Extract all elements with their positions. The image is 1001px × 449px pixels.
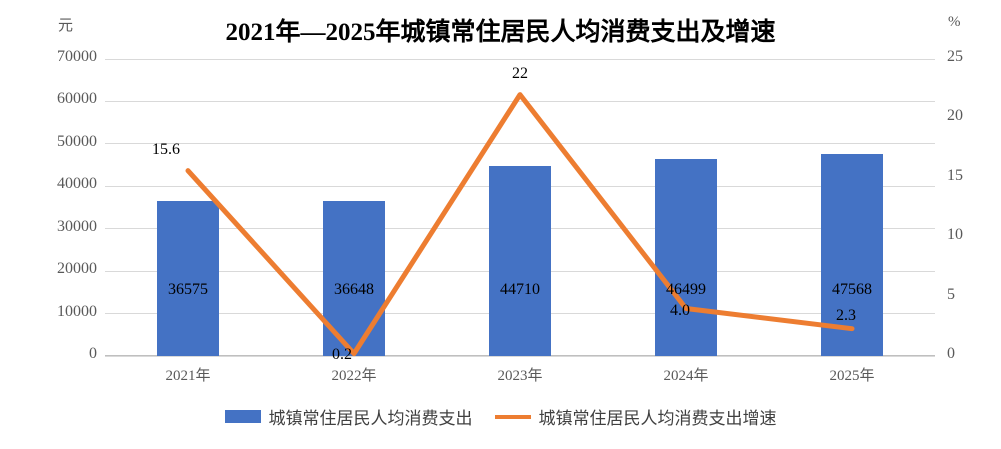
secondary-y-axis-tick-label: 5 [947,285,955,303]
bar[interactable] [655,158,717,356]
x-axis-tick-label: 2024年 [663,368,709,384]
secondary-y-axis-tick-label: 0 [947,345,955,362]
line-data-label: 22 [512,64,528,82]
y-axis-tick-label: 10000 [57,302,97,320]
y-axis-tick-label: 60000 [57,90,97,108]
chart-title: 2021年—2025年城镇常住居民人均消费支出及增速 [225,19,776,46]
bar[interactable] [489,166,551,356]
secondary-y-axis-tick-label: 25 [947,48,963,65]
y-axis-tick-label: 40000 [57,175,97,193]
bar-data-label: 47568 [832,281,872,298]
gridline [105,100,935,102]
line-data-label: 4.0 [670,302,690,320]
y-axis-unit-label: 元 [58,18,74,34]
bar[interactable] [157,200,219,356]
x-axis-tick-label: 2023年 [497,368,543,384]
y-axis-tick-label: 0 [89,345,97,362]
line-series [185,92,855,357]
secondary-y-axis-tick-label: 15 [947,166,963,184]
legend-label-growth-rate: 城镇常住居民人均消费支出增速 [538,409,777,428]
legend-item-expenditure[interactable]: 城镇常住居民人均消费支出 [224,404,473,429]
gridline [105,143,935,145]
bar-data-label: 46499 [666,281,706,298]
y-axis-tick-label: 30000 [57,217,97,235]
bar-data-label: 44710 [500,281,540,298]
legend-label-expenditure: 城镇常住居民人均消费支出 [268,409,473,428]
plot-area: 36575 36648 44710 46499 47568 15.6 0.2 22 4.0 2.… [105,58,935,363]
y-axis-tick-label: 20000 [57,260,97,278]
secondary-y-axis-tick-label: 10 [947,226,963,244]
bar-data-label: 36575 [168,281,208,298]
chart-legend: 城镇常住居民人均消费支出 城镇常住居民人均消费支出增速 [0,404,1001,429]
y-axis-tick-label: 50000 [57,132,97,150]
x-axis-tick-label: 2025年 [829,368,875,384]
secondary-y-axis-tick-label: 20 [947,107,963,125]
gridline [105,355,935,357]
bar[interactable] [821,154,883,356]
legend-item-growth-rate[interactable]: 城镇常住居民人均消费支出增速 [494,404,777,429]
bar-data-label: 36648 [334,281,374,298]
secondary-y-axis-unit-label: % [948,14,961,30]
y-axis-tick-label: 70000 [57,48,97,65]
line-data-label: 15.6 [152,140,180,158]
gridline [105,58,935,60]
line-path[interactable] [185,92,855,357]
line-data-label: 0.2 [332,345,352,363]
x-axis-tick-label: 2022年 [331,368,377,384]
x-axis-tick-label: 2021年 [165,368,211,384]
legend-bar-swatch-icon [224,410,261,423]
legend-line-swatch-icon [494,414,531,419]
line-data-label: 2.3 [836,306,856,324]
